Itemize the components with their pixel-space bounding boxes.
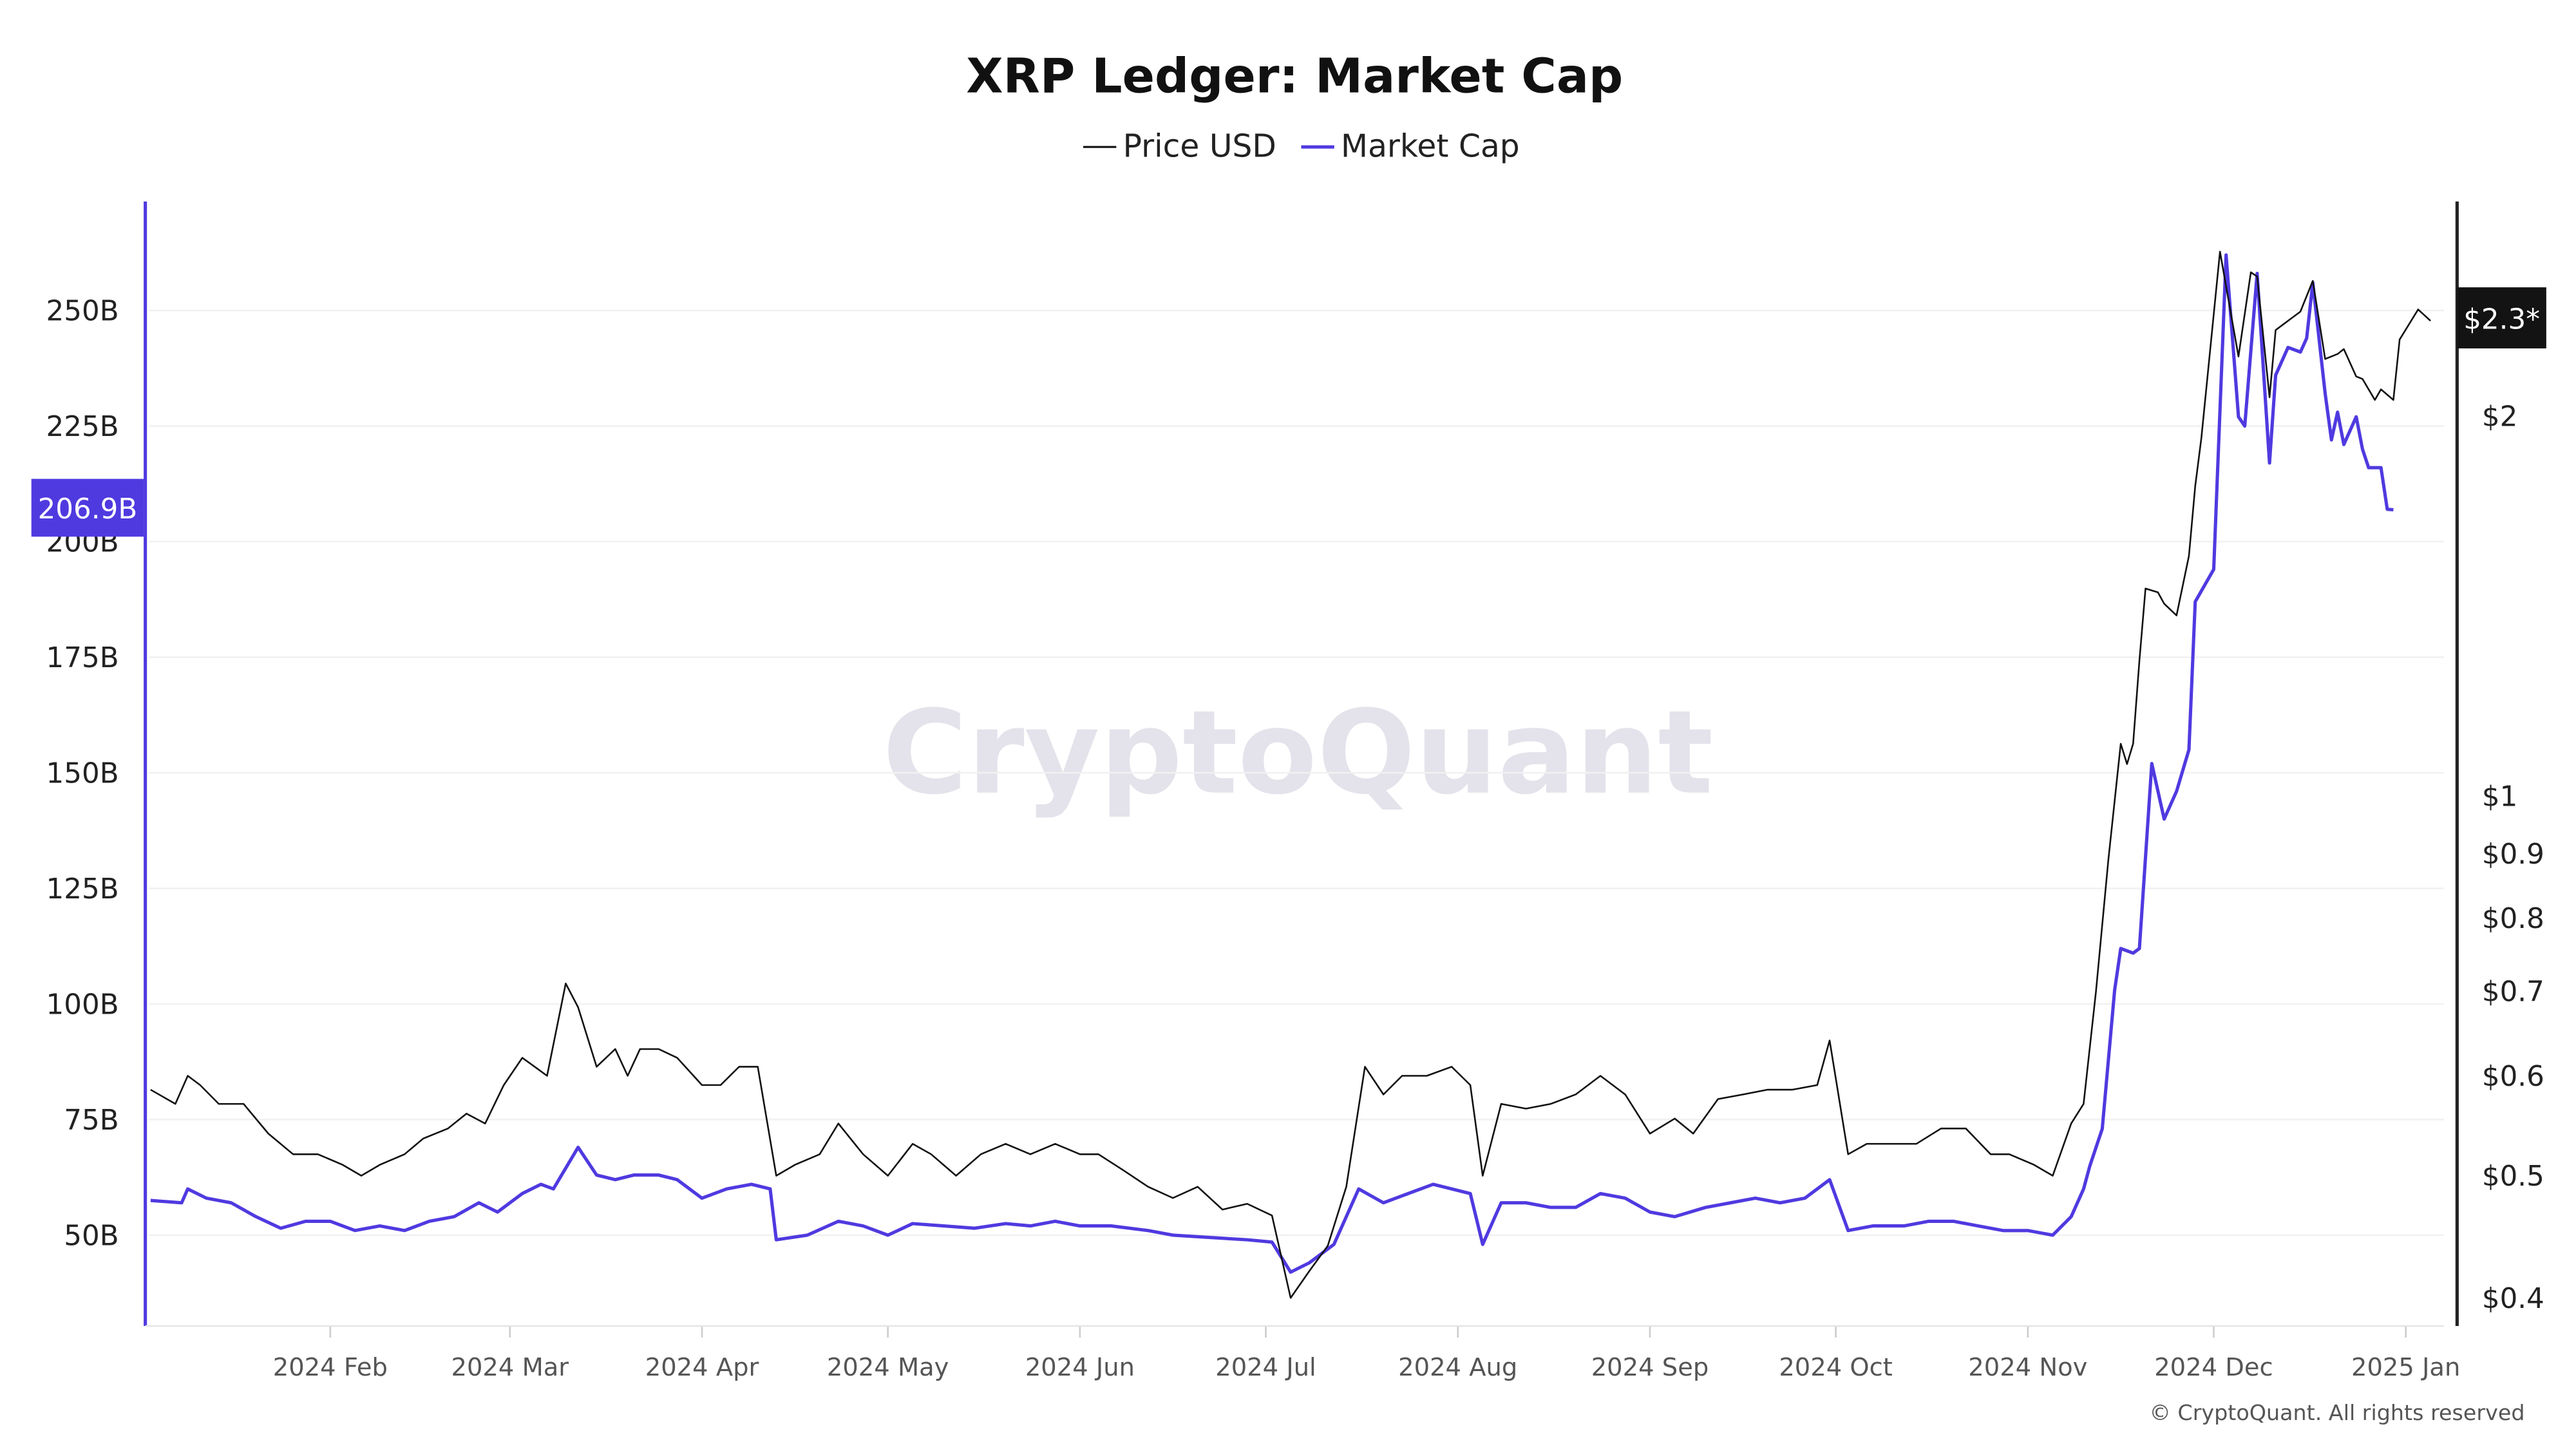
left-tick-label: 125B [46, 873, 119, 905]
left-tick-label: 50B [64, 1220, 118, 1252]
left-tick-label: 175B [46, 642, 119, 674]
legend-price-label[interactable]: Price USD [1123, 129, 1276, 165]
right-tick-label: $0.5 [2482, 1160, 2544, 1193]
chart-title: XRP Ledger: Market Cap [966, 48, 1623, 104]
x-tick-label: 2025 Jan [2351, 1353, 2460, 1382]
watermark: CryptoQuant [883, 686, 1714, 820]
right-tick-label: $1 [2482, 781, 2517, 813]
left-tick-label: 225B [46, 411, 119, 443]
x-tick-label: 2024 Apr [645, 1353, 759, 1382]
left-tick-label: 150B [46, 757, 119, 790]
series-lines [150, 251, 2431, 1299]
left-tick-label: 250B [46, 295, 119, 327]
x-tick-label: 2024 Aug [1398, 1353, 1517, 1382]
x-tick-label: 2024 Nov [1968, 1353, 2087, 1382]
market-cap-line [150, 253, 2394, 1274]
copyright: © CryptoQuant. All rights reserved [2150, 1400, 2525, 1425]
right-tick-label: $0.6 [2482, 1061, 2544, 1093]
x-tick-label: 2024 Jun [1025, 1353, 1135, 1382]
right-tick-label: $0.4 [2482, 1283, 2544, 1315]
x-axis-ticks: 2024 Feb 2024 Mar 2024 Apr 2024 May 2024 Jun… [273, 1325, 2460, 1382]
price-usd-line [150, 251, 2431, 1299]
gridlines [148, 309, 2444, 1236]
right-tick-label: $0.7 [2482, 976, 2544, 1009]
x-tick-label: 2024 May [827, 1353, 949, 1382]
legend: Price USD Market Cap [1083, 129, 1520, 165]
price-current-badge: $2.3* [2457, 287, 2546, 349]
x-tick-label: 2024 Sep [1591, 1353, 1709, 1382]
price-badge-bg [2457, 287, 2546, 349]
market-cap-current-badge: 206.9B [31, 478, 144, 537]
price-badge-label: $2.3* [2463, 303, 2540, 336]
right-tick-label: $0.9 [2482, 838, 2544, 871]
x-tick-label: 2024 Oct [1779, 1353, 1893, 1382]
left-tick-label: 75B [64, 1104, 118, 1137]
x-tick-label: 2024 Feb [273, 1353, 388, 1382]
x-tick-label: 2024 Jul [1215, 1353, 1316, 1382]
left-tick-label: 100B [46, 989, 119, 1021]
right-tick-label: $0.8 [2482, 903, 2544, 935]
legend-market-cap-label[interactable]: Market Cap [1341, 129, 1520, 165]
right-tick-label: $2 [2482, 401, 2517, 433]
x-tick-label: 2024 Dec [2154, 1353, 2273, 1382]
right-axis-ticks: $0.4 $0.5 $0.6 $0.7 $0.8 $0.9 $1 $2 [2482, 401, 2544, 1315]
market-cap-badge-label: 206.9B [38, 493, 138, 526]
x-tick-label: 2024 Mar [451, 1353, 569, 1382]
market-cap-badge-bg [31, 478, 144, 537]
